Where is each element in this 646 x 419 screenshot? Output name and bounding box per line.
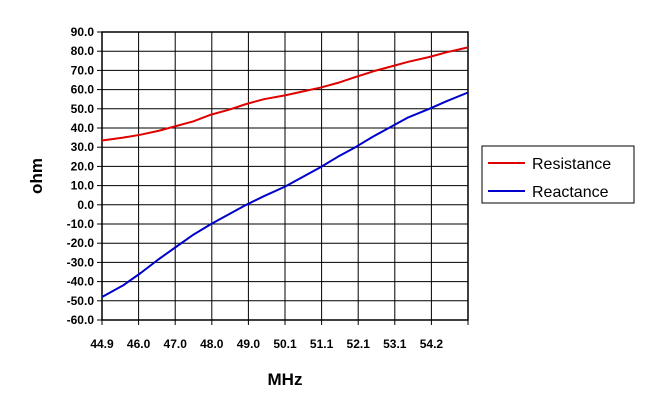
x-tick-label: 51.1	[310, 337, 334, 351]
y-tick-label: 20.0	[71, 159, 95, 173]
series-line-resistance	[101, 46, 469, 142]
y-tick-label: 40.0	[71, 121, 95, 135]
y-tick-label: 70.0	[71, 63, 95, 77]
y-tick-label: 80.0	[71, 44, 95, 58]
y-tick-label: -10.0	[67, 217, 95, 231]
y-tick-label: -30.0	[67, 255, 95, 269]
series-layer	[101, 46, 469, 298]
legend: Resistance Reactance	[481, 145, 635, 204]
series-line-reactance	[101, 91, 469, 298]
grid-layer	[102, 31, 468, 321]
x-tick-label: 52.1	[347, 337, 371, 351]
y-tick-label: -40.0	[67, 275, 95, 289]
plot-area-frame	[101, 31, 469, 321]
y-tick-labels: 90.0 80.0 70.0 60.0 50.0 40.0 30.0 20.0 10.0 0.0 -…	[67, 25, 95, 327]
x-tick-label: 54.2	[420, 337, 444, 351]
x-axis-title: MHz	[268, 370, 303, 389]
x-tick-label: 50.1	[273, 337, 297, 351]
y-tick-label: 30.0	[71, 140, 95, 154]
x-tick-labels: 44.9 46.0 47.0 48.0 49.0 50.1 51.1 52.1 53.1 54.2	[90, 337, 443, 351]
x-tick-label: 49.0	[237, 337, 261, 351]
y-tick-label: -20.0	[67, 236, 95, 250]
y-tick-label: 60.0	[71, 83, 95, 97]
x-tick-label: 53.1	[383, 337, 407, 351]
y-tick-label: 0.0	[77, 198, 94, 212]
y-axis-title: ohm	[27, 158, 46, 194]
x-tick-label: 48.0	[200, 337, 224, 351]
axes-layer	[97, 31, 469, 325]
y-tick-label: 10.0	[71, 179, 95, 193]
legend-reactance-label: Reactance	[532, 184, 609, 201]
legend-box	[481, 145, 635, 204]
y-tick-label: -50.0	[67, 294, 95, 308]
y-tick-label: -60.0	[67, 313, 95, 327]
y-tick-label: 50.0	[71, 102, 95, 116]
x-tick-label: 46.0	[127, 337, 151, 351]
x-tick-label: 47.0	[164, 337, 188, 351]
x-tick-label: 44.9	[90, 337, 114, 351]
legend-resistance-label: Resistance	[532, 156, 611, 173]
y-tick-label: 90.0	[71, 25, 95, 39]
